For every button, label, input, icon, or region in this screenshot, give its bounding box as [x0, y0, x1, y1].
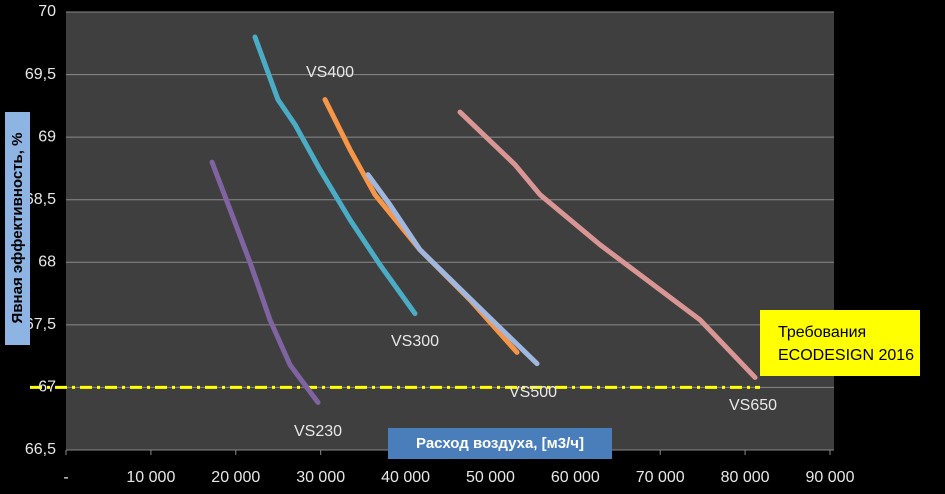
- series-line: [252, 34, 418, 317]
- labels: 66,5 67 67,5 68 68,5 69 69,5 70 - 10 000 20 000 30 …: [25, 3, 855, 486]
- x-tick-label: 60 000: [551, 469, 600, 486]
- annotation: Требования: [778, 324, 866, 341]
- plot-area: [66, 12, 834, 450]
- y-axis-title: Явная эффективность, %: [9, 133, 26, 324]
- x-tick-label: 70 000: [636, 469, 685, 486]
- y-tick-label: 67: [38, 379, 56, 396]
- series-label: VS500: [509, 384, 557, 401]
- y-tick-label: 70: [38, 3, 56, 20]
- y-tick-label: 68: [38, 254, 56, 271]
- x-axis-title: Расход воздуха, [м3/ч]: [416, 435, 584, 452]
- x-tick-label: 10 000: [126, 469, 175, 486]
- series-label: VS650: [729, 397, 777, 414]
- x-tick-label: 80 000: [721, 469, 770, 486]
- series-line: [457, 109, 758, 380]
- y-title-box: [5, 112, 30, 345]
- x-tick-label: -: [63, 469, 68, 486]
- series-line: [209, 159, 321, 405]
- x-tick-label: 40 000: [381, 469, 430, 486]
- y-tick-label: 69: [38, 128, 56, 145]
- x-tick-label: 20 000: [211, 469, 260, 486]
- y-tick-label: 67,5: [25, 316, 56, 333]
- y-tick-label: 68,5: [25, 191, 56, 208]
- series-label: VS300: [391, 333, 439, 350]
- x-tick-label: 90 000: [806, 469, 855, 486]
- series-line: [365, 172, 540, 367]
- y-tick-label: 66,5: [25, 441, 56, 458]
- series-label: VS230: [294, 423, 342, 440]
- marks: [30, 34, 760, 405]
- x-title-box: [388, 428, 612, 459]
- y-tick-label: 69,5: [25, 66, 56, 83]
- annotation: ECODESIGN 2016: [778, 347, 914, 364]
- x-tick-label: 50 000: [466, 469, 515, 486]
- series-label: VS400: [306, 64, 354, 81]
- x-tick-label: 30 000: [296, 469, 345, 486]
- annotation-box: [760, 310, 920, 376]
